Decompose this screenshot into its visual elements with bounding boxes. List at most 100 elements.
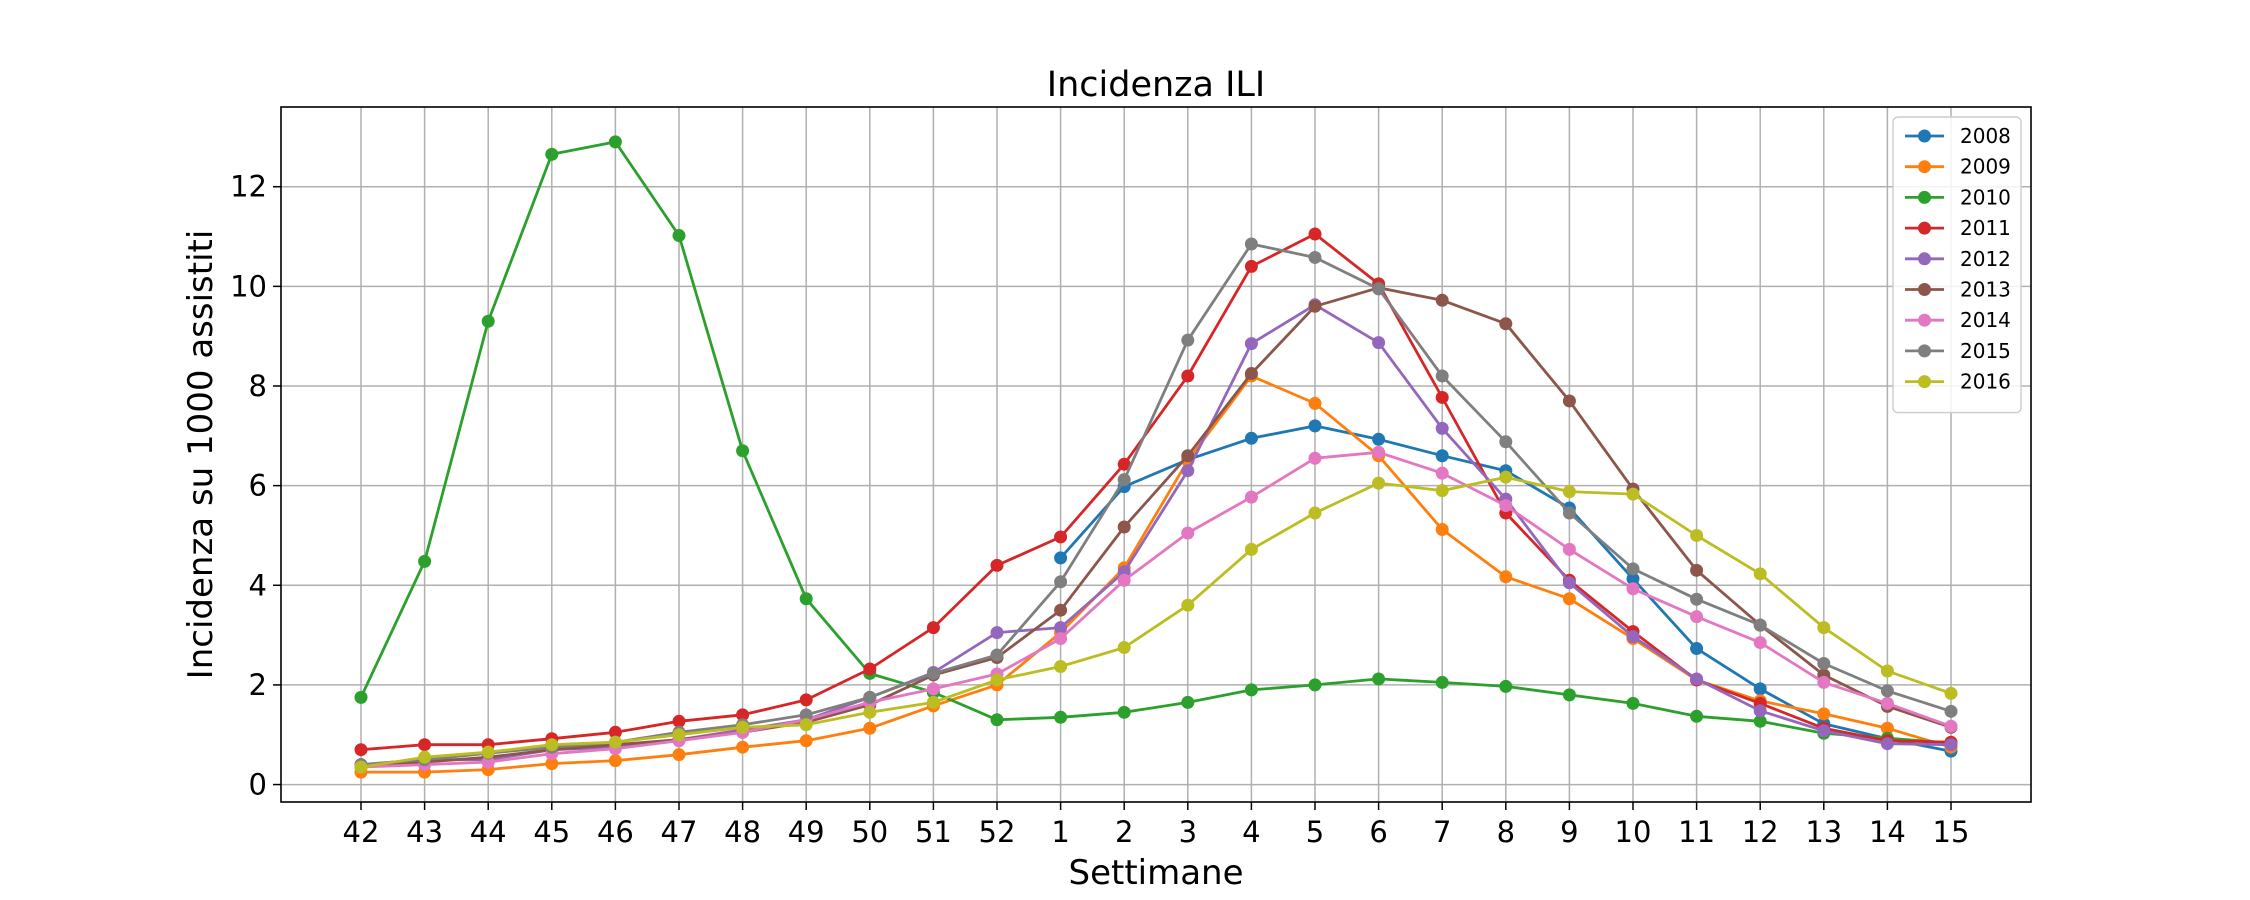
series-2013	[354, 281, 1958, 774]
y-tick-label: 10	[230, 269, 267, 303]
data-point	[1117, 457, 1131, 471]
x-tick-label: 50	[851, 815, 888, 849]
data-point	[1181, 526, 1195, 540]
data-point	[354, 743, 368, 757]
data-point	[1944, 738, 1958, 752]
data-point	[1690, 642, 1704, 656]
data-point	[418, 554, 432, 568]
data-point	[1626, 487, 1640, 501]
y-tick-label: 2	[249, 668, 267, 702]
x-tick-label: 47	[661, 815, 698, 849]
data-point	[418, 738, 432, 752]
series-2014	[354, 445, 1958, 774]
x-tick-label: 4	[1242, 815, 1260, 849]
data-point	[1054, 710, 1068, 724]
data-point	[1817, 724, 1831, 738]
data-point	[1499, 470, 1513, 484]
y-tick-label: 6	[249, 469, 267, 503]
data-point	[1753, 567, 1767, 581]
data-point	[1244, 683, 1258, 697]
data-point	[1181, 333, 1195, 347]
data-point	[672, 229, 686, 243]
x-tick-label: 13	[1805, 815, 1842, 849]
legend-swatch-marker	[1918, 160, 1931, 174]
data-point	[1054, 530, 1068, 544]
data-point	[863, 690, 877, 704]
data-point	[545, 738, 559, 752]
data-point	[863, 721, 877, 735]
x-tick-label: 8	[1497, 815, 1515, 849]
data-point	[354, 760, 368, 774]
data-point	[990, 713, 1004, 727]
legend-item-2012: 2012	[1905, 247, 2011, 271]
data-point	[1690, 672, 1704, 686]
data-point	[926, 695, 940, 709]
data-point	[1117, 705, 1131, 719]
legend-label: 2014	[1960, 308, 2011, 332]
series-line	[361, 374, 1952, 774]
legend-swatch-marker	[1918, 221, 1931, 235]
x-tick-label: 2	[1115, 815, 1133, 849]
data-point	[1817, 656, 1831, 670]
legend-item-2013: 2013	[1905, 278, 2011, 302]
legend-label: 2008	[1960, 124, 2011, 148]
data-point	[1626, 582, 1640, 596]
y-tick-label: 12	[230, 170, 267, 204]
series-line	[359, 140, 1952, 745]
data-point	[1308, 250, 1322, 264]
data-point	[1944, 704, 1958, 718]
data-point	[1944, 719, 1958, 733]
y-tick-label: 0	[249, 768, 267, 802]
legend-item-2014: 2014	[1905, 308, 2011, 332]
data-point	[1817, 621, 1831, 635]
series-2015	[354, 237, 1958, 772]
legend-item-2008: 2008	[1905, 124, 2011, 148]
legend-swatch-marker	[1918, 129, 1931, 143]
data-point	[1435, 390, 1449, 404]
x-tick-label: 11	[1678, 815, 1715, 849]
data-point	[1308, 299, 1322, 313]
legend-item-2016: 2016	[1905, 370, 2011, 394]
y-axis-label: Incidenza su 1000 assistiti	[181, 230, 221, 680]
legend-label: 2010	[1960, 185, 2011, 209]
legend-item-2015: 2015	[1905, 339, 2011, 363]
data-point	[481, 314, 495, 328]
legend-swatch-marker	[1918, 313, 1931, 327]
data-point	[1817, 675, 1831, 689]
data-point	[418, 750, 432, 764]
data-point	[1753, 636, 1767, 650]
legend-swatch-marker	[1918, 283, 1931, 296]
legend: 2008 2009 2010 2011 2012 2013 2014 2015 2016	[1892, 116, 2022, 414]
legend-label: 2015	[1960, 339, 2011, 363]
data-point	[990, 626, 1004, 640]
data-point	[1244, 337, 1258, 351]
series-lines	[354, 135, 1958, 779]
data-point	[1690, 610, 1704, 624]
data-point	[799, 718, 813, 732]
data-point	[608, 735, 622, 749]
x-tick-label: 52	[979, 815, 1016, 849]
legend-box	[1892, 116, 2022, 414]
data-point	[1054, 603, 1068, 617]
data-point	[1499, 570, 1513, 584]
series-2010	[354, 135, 1958, 750]
data-point	[1880, 696, 1894, 710]
data-point	[1435, 466, 1449, 480]
data-point	[608, 725, 622, 739]
data-point	[990, 558, 1004, 572]
data-point	[672, 728, 686, 742]
data-point	[1944, 686, 1958, 700]
series-line	[360, 450, 1952, 769]
data-point	[1308, 396, 1322, 410]
data-point	[1372, 432, 1386, 446]
data-point	[1244, 259, 1258, 273]
data-point	[926, 621, 940, 635]
data-point	[545, 757, 559, 771]
x-tick-label: 14	[1869, 815, 1906, 849]
series-line	[360, 303, 1952, 766]
data-point	[1499, 317, 1513, 331]
data-point	[1435, 484, 1449, 498]
legend-label: 2016	[1960, 370, 2011, 394]
